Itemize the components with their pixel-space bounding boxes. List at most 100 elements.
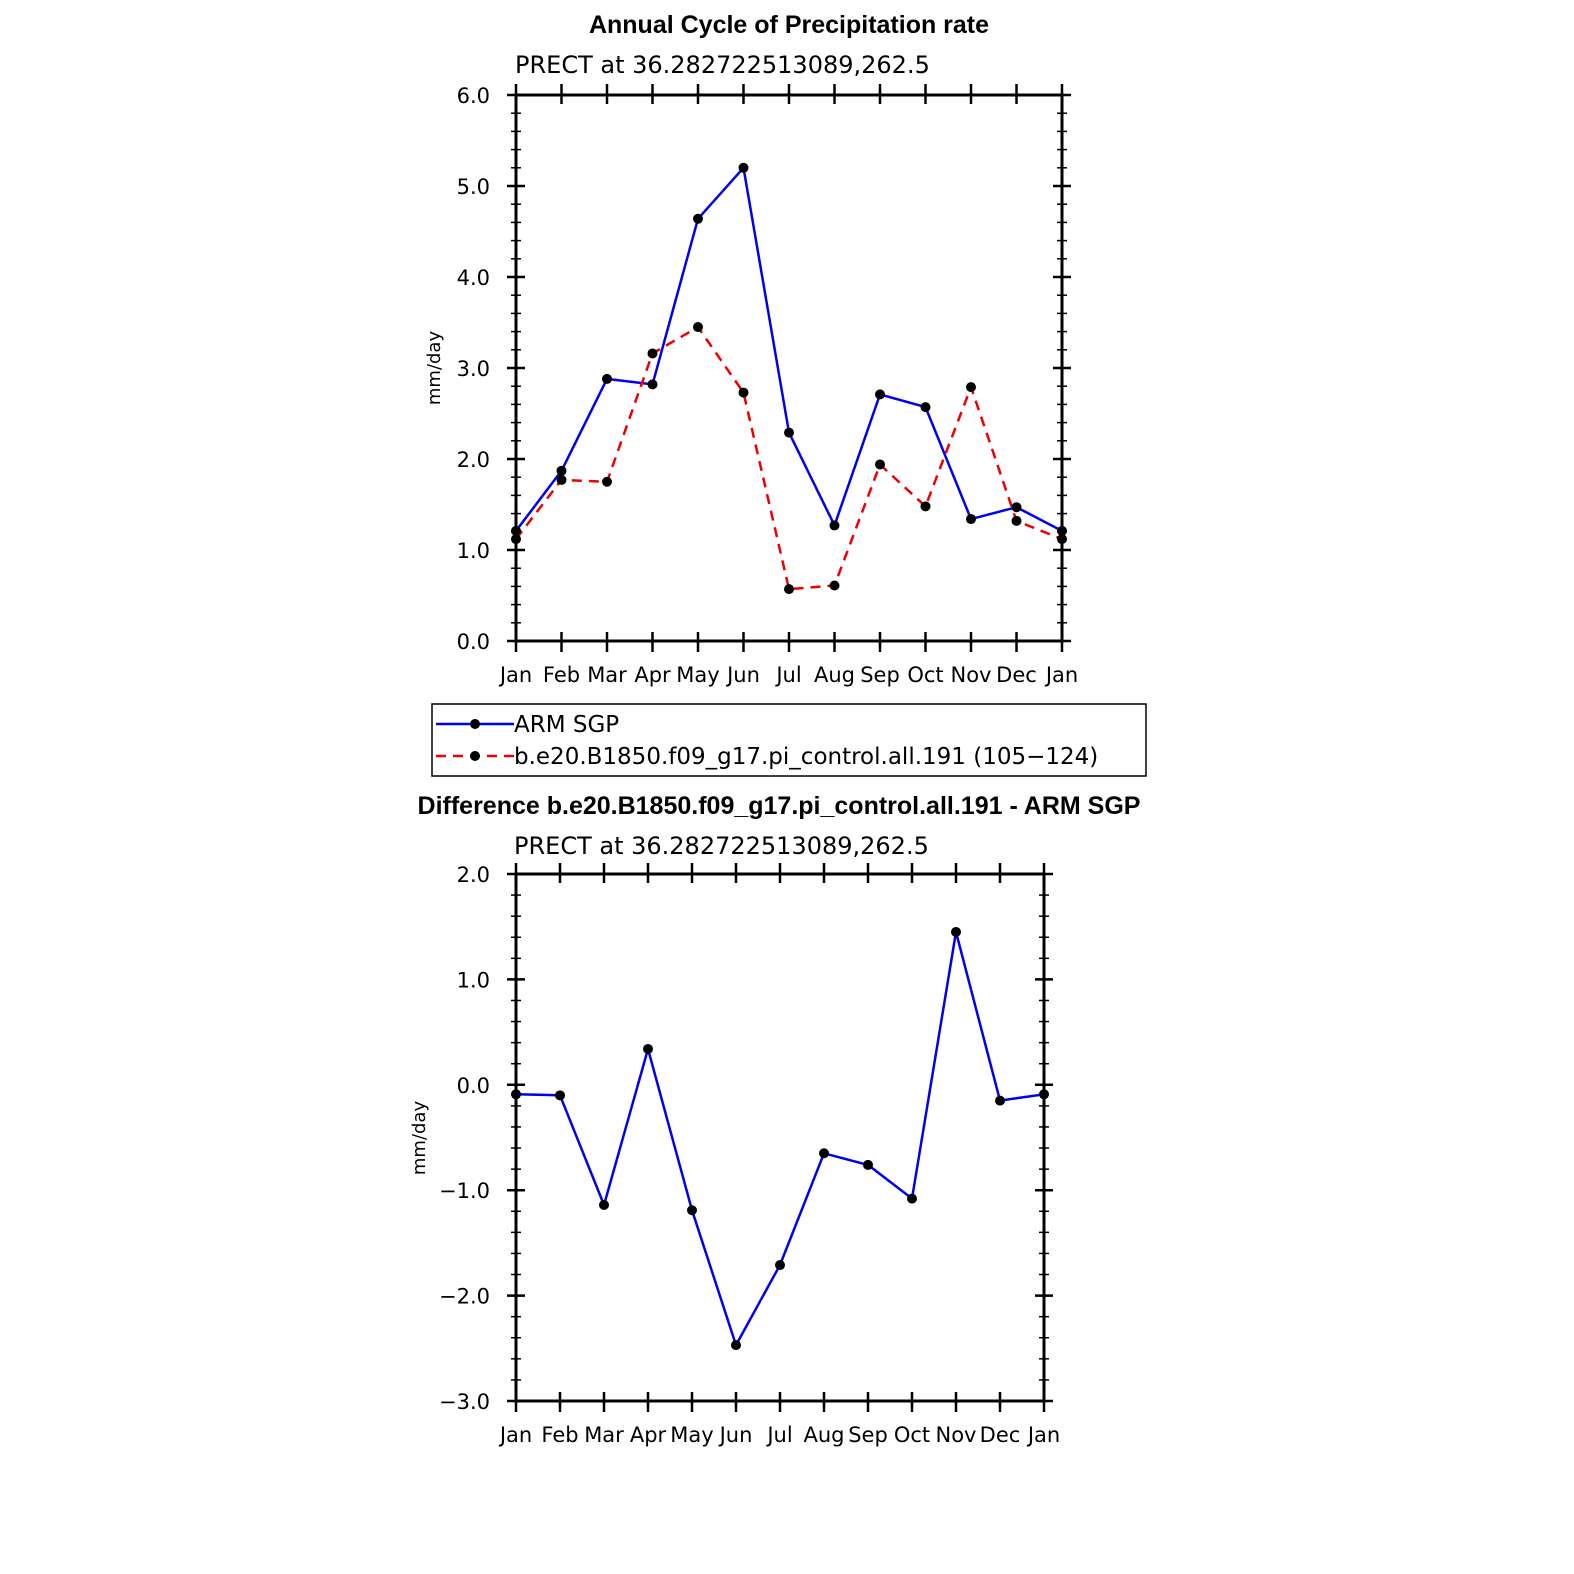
data-point-s0-8 [875,389,885,400]
data-point-s0-11 [1011,502,1022,513]
y-axis-label: mm/day [424,331,445,406]
data-point-s0-6 [775,1260,785,1271]
plot-frame [514,872,1046,1403]
x-tick-label: Jun [725,663,760,687]
series-line-0 [515,166,1063,533]
legend-entry-arm-sgp: ARM SGP [514,712,619,738]
data-point-s0-7 [829,520,840,531]
data-point-s1-1 [556,474,567,485]
data-point-s1-10 [966,382,976,393]
series-group [511,162,1067,595]
x-tick-label: Jan [1044,663,1078,687]
data-point-s0-5 [738,162,749,173]
plot-frame [514,93,1064,643]
data-point-s0-3 [647,379,658,390]
x-tick-label: Aug [814,663,855,687]
data-point-s0-1 [555,1090,565,1101]
y-tick-label: −3.0 [439,1390,490,1414]
axis-ticks [507,84,1071,652]
x-tick-label: Jun [718,1423,753,1447]
legend-marker-model [470,751,480,761]
data-point-s1-2 [602,476,612,487]
x-tick-label: Feb [541,1423,578,1447]
series-group [511,926,1049,1351]
y-tick-labels: 0.0 1.0 2.0 3.0 4.0 5.0 6.0 [457,84,490,654]
y-tick-label: 6.0 [457,84,490,108]
series-line-0 [515,930,1045,1347]
x-tick-label: Apr [630,1423,667,1447]
legend-marker-arm-sgp [470,719,480,729]
x-tick-label: Oct [894,1423,930,1447]
x-tick-label: Apr [634,663,671,687]
data-point-s1-9 [920,501,931,512]
data-point-s0-10 [951,926,961,937]
data-point-s1-3 [647,348,658,359]
y-tick-label: 4.0 [457,266,490,290]
chart-title: Annual Cycle of Precipitation rate [589,11,989,39]
data-point-s0-6 [784,427,794,438]
data-point-s0-7 [819,1148,829,1159]
y-tick-label: −1.0 [439,1179,490,1203]
x-tick-label: Nov [951,663,992,687]
x-tick-label: Nov [936,1423,977,1447]
data-point-s1-5 [738,387,749,398]
data-point-s1-8 [875,459,885,470]
legend-box [431,703,1147,777]
difference-chart: Difference b.e20.B1850.f09_g17.pi_contro… [409,792,1140,1447]
data-point-s0-8 [863,1159,873,1170]
axis-ticks [507,863,1053,1412]
chart-title: Difference b.e20.B1850.f09_g17.pi_contro… [418,792,1141,820]
x-tick-label: Sep [860,663,900,687]
data-point-s0-4 [687,1205,697,1216]
x-tick-label: Jan [1026,1423,1060,1447]
data-point-s1-11 [1011,515,1022,526]
legend: ARM SGP b.e20.B1850.f09_g17.pi_control.a… [431,703,1147,777]
x-tick-label: Mar [587,663,627,687]
y-tick-label: 3.0 [457,357,490,381]
data-point-s0-11 [995,1095,1005,1106]
x-tick-label: Dec [996,663,1037,687]
y-axis-label: mm/day [409,1101,430,1176]
x-tick-labels: Jan Feb Mar Apr May Jun Jul Aug Sep Oct Nov Dec Jan [498,1423,1060,1447]
x-tick-label: Oct [907,663,943,687]
data-point-s1-6 [784,584,794,595]
x-tick-label: Jul [765,1423,792,1447]
x-tick-label: Jul [774,663,801,687]
data-point-s0-9 [920,402,931,413]
x-tick-label: May [670,1423,713,1447]
data-point-s0-2 [602,373,612,384]
y-tick-label: −2.0 [439,1285,490,1309]
data-point-s1-7 [829,580,840,591]
data-point-s1-4 [693,322,703,333]
data-point-s0-4 [693,213,703,224]
y-tick-labels: −3.0 −2.0 −1.0 0.0 1.0 2.0 [439,863,490,1414]
y-tick-label: 0.0 [457,1074,490,1098]
x-tick-label: Sep [848,1423,888,1447]
precip-annual-cycle-chart: Annual Cycle of Precipitation rate PRECT… [424,11,1078,687]
data-point-s0-9 [907,1193,917,1204]
x-tick-labels: Jan Feb Mar Apr May Jun Jul Aug Sep Oct Nov Dec Jan [498,663,1078,687]
x-tick-label: Jan [498,663,532,687]
data-point-s0-3 [643,1043,653,1054]
y-tick-label: 1.0 [457,968,490,992]
x-tick-label: May [676,663,719,687]
legend-entry-model: b.e20.B1850.f09_g17.pi_control.all.191 (… [514,744,1098,770]
chart-subtitle: PRECT at 36.282722513089,262.5 [515,51,930,79]
y-tick-label: 2.0 [457,863,490,887]
data-point-s0-10 [966,514,976,525]
x-tick-label: Feb [543,663,580,687]
data-point-s0-1 [556,465,567,476]
y-tick-label: 5.0 [457,175,490,199]
y-tick-label: 1.0 [457,539,490,563]
data-point-s0-5 [731,1340,741,1351]
x-tick-label: Jan [498,1423,532,1447]
x-tick-label: Mar [584,1423,624,1447]
data-point-s0-2 [599,1199,609,1210]
x-tick-label: Dec [980,1423,1021,1447]
chart-subtitle: PRECT at 36.282722513089,262.5 [514,832,929,860]
y-tick-label: 0.0 [457,630,490,654]
y-tick-label: 2.0 [457,448,490,472]
x-tick-label: Aug [803,1423,844,1447]
series-line-1 [515,325,1063,591]
